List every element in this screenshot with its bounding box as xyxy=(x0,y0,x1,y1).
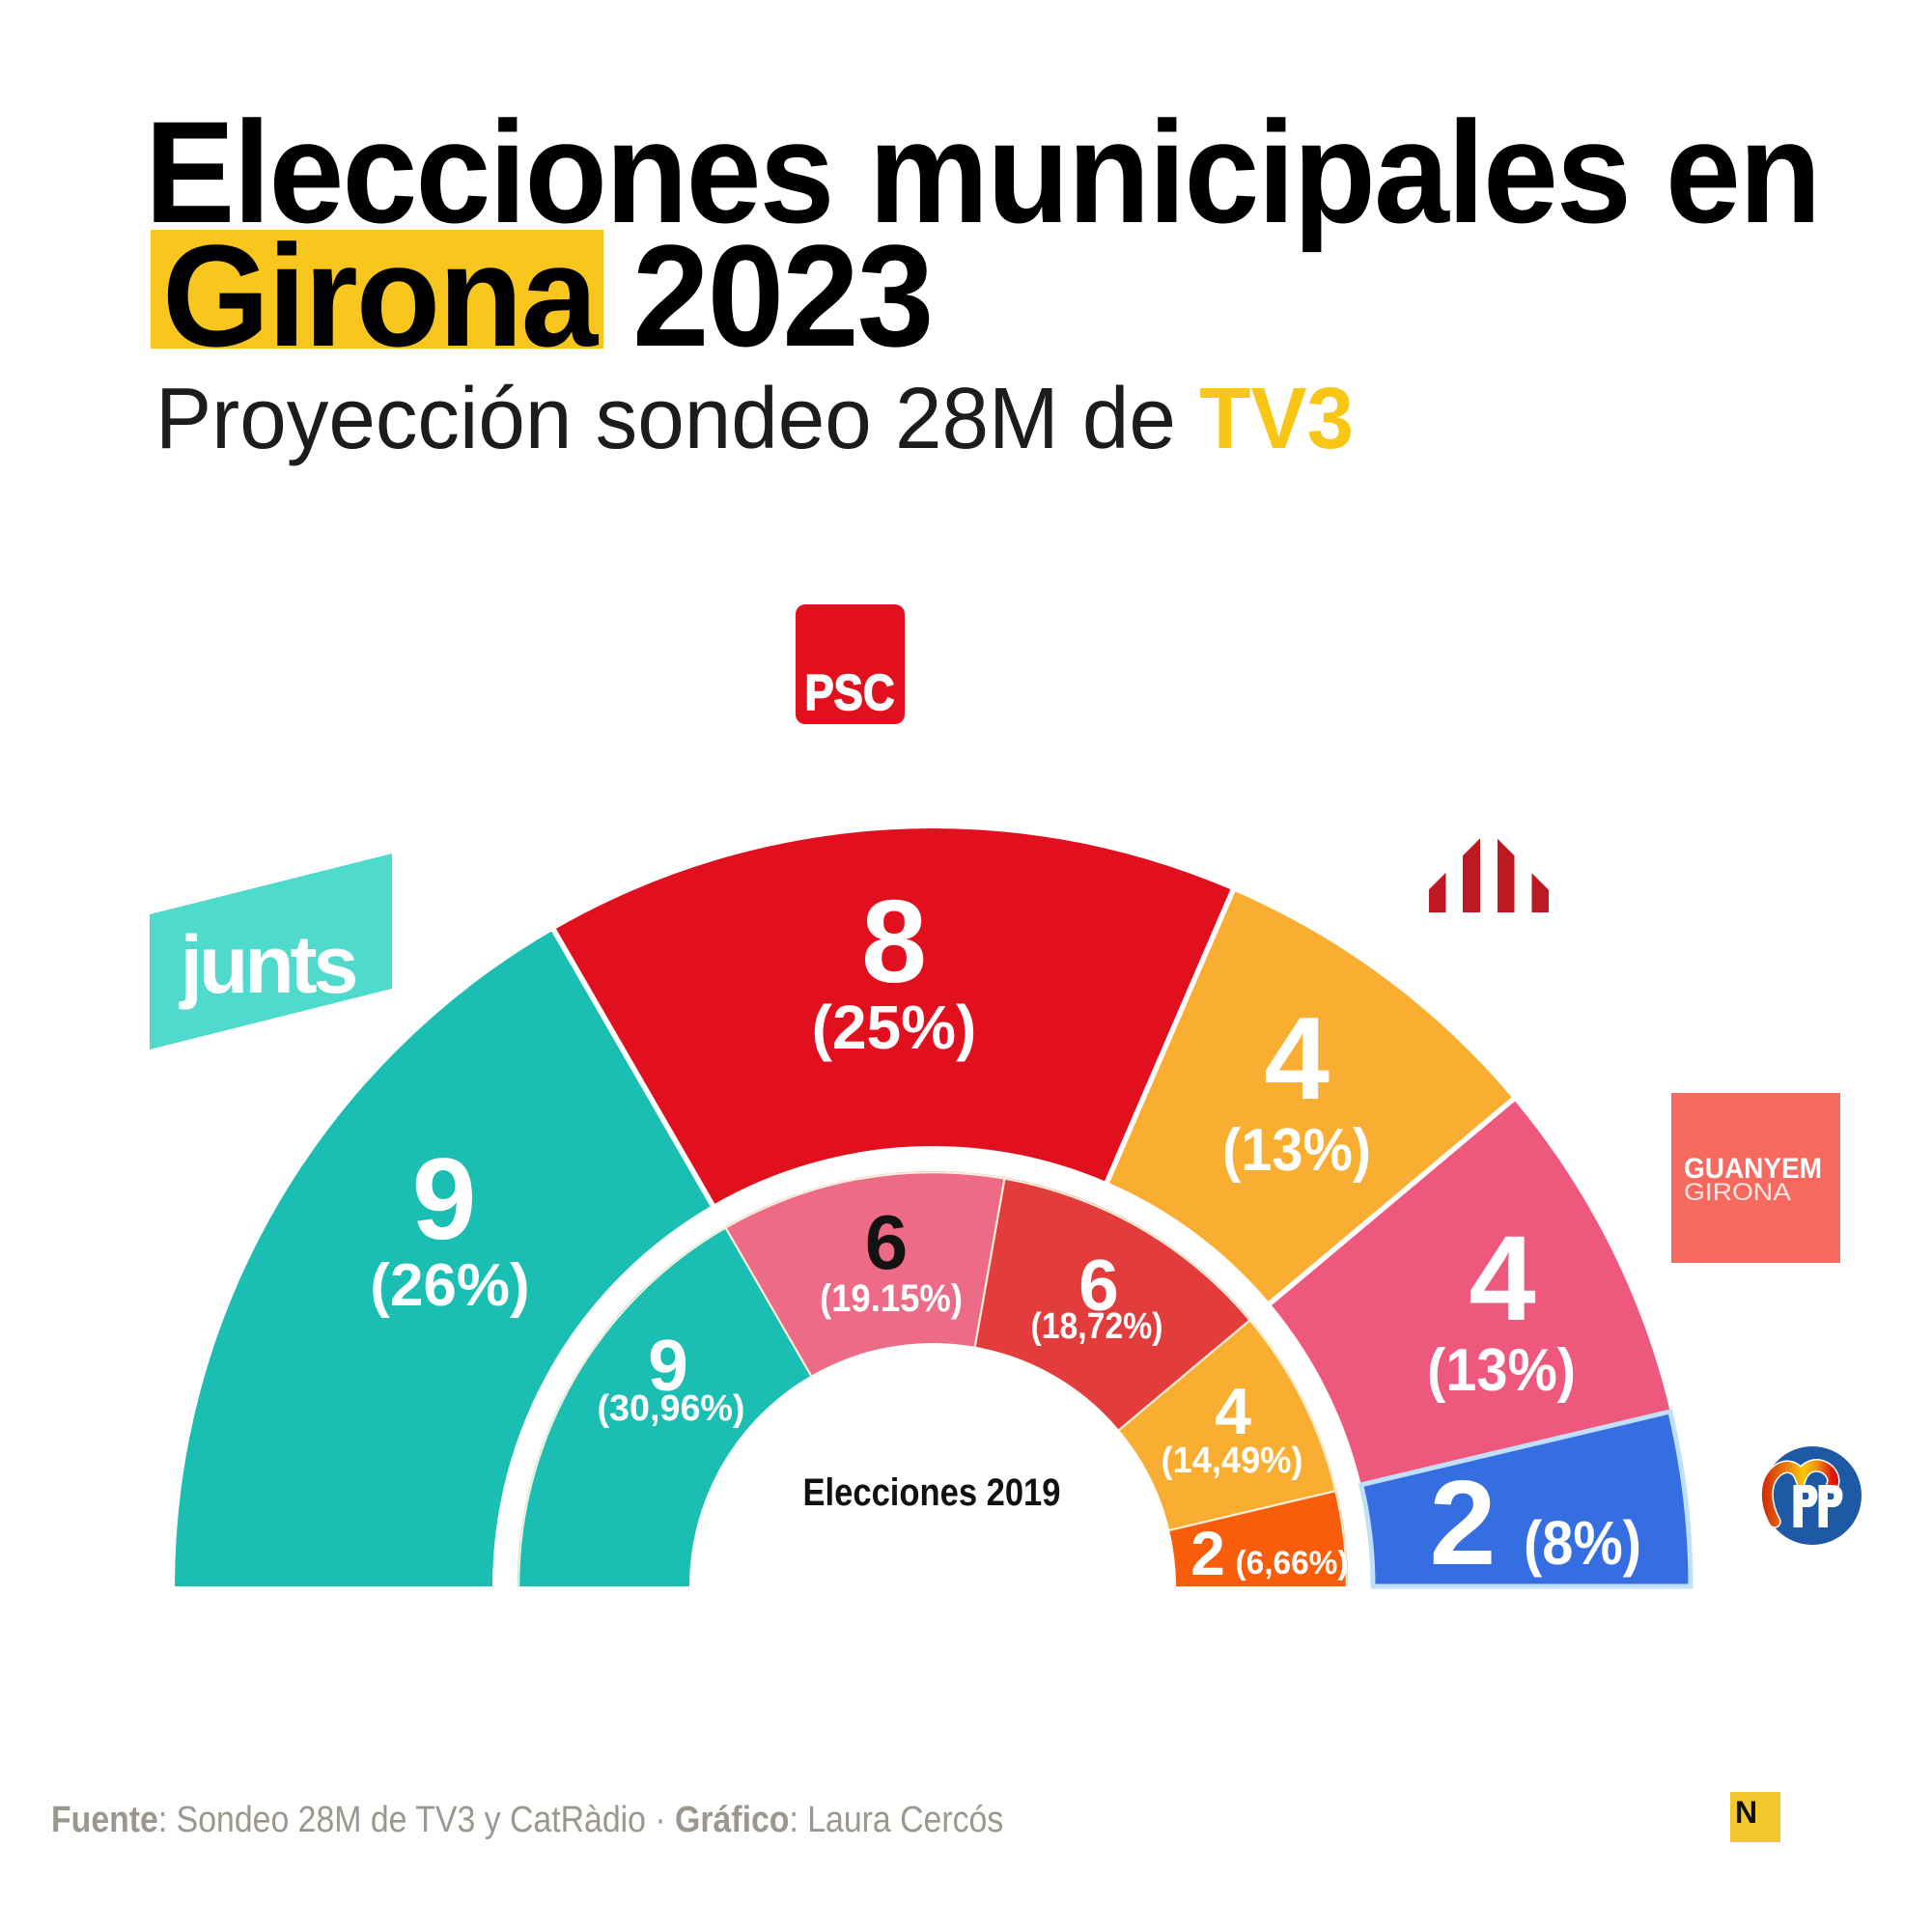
svg-text:GUANYEM: GUANYEM xyxy=(1684,1153,1822,1185)
svg-text:(26%): (26%) xyxy=(370,1252,529,1319)
svg-text:Elecciones 2019: Elecciones 2019 xyxy=(803,1471,1061,1514)
svg-text:N: N xyxy=(1735,1795,1757,1830)
svg-text:(30,96%): (30,96%) xyxy=(598,1388,745,1429)
svg-text:9: 9 xyxy=(648,1325,688,1406)
svg-text:(18,72%): (18,72%) xyxy=(1031,1306,1163,1347)
svg-text:(8%): (8%) xyxy=(1524,1508,1641,1578)
svg-text:junts: junts xyxy=(179,919,356,1010)
svg-text:6: 6 xyxy=(865,1199,909,1285)
svg-text:2: 2 xyxy=(1430,1457,1497,1590)
svg-text:4: 4 xyxy=(1469,1212,1536,1346)
svg-text:2: 2 xyxy=(1190,1519,1225,1588)
svg-text:(19.15%): (19.15%) xyxy=(820,1277,963,1320)
svg-text:4: 4 xyxy=(1215,1375,1251,1448)
svg-text:9: 9 xyxy=(412,1134,477,1264)
svg-text:(13%): (13%) xyxy=(1222,1117,1371,1184)
svg-text:(14,49%): (14,49%) xyxy=(1162,1441,1303,1481)
svg-text:6: 6 xyxy=(1078,1245,1119,1326)
svg-text:(13%): (13%) xyxy=(1427,1337,1576,1404)
svg-text:PSC: PSC xyxy=(805,665,895,721)
svg-text:GIRONA: GIRONA xyxy=(1684,1179,1791,1206)
svg-text:8: 8 xyxy=(861,876,927,1007)
svg-text:4: 4 xyxy=(1264,993,1330,1124)
svg-text:(6,66%): (6,66%) xyxy=(1236,1545,1349,1582)
svg-text:(25%): (25%) xyxy=(812,993,977,1062)
